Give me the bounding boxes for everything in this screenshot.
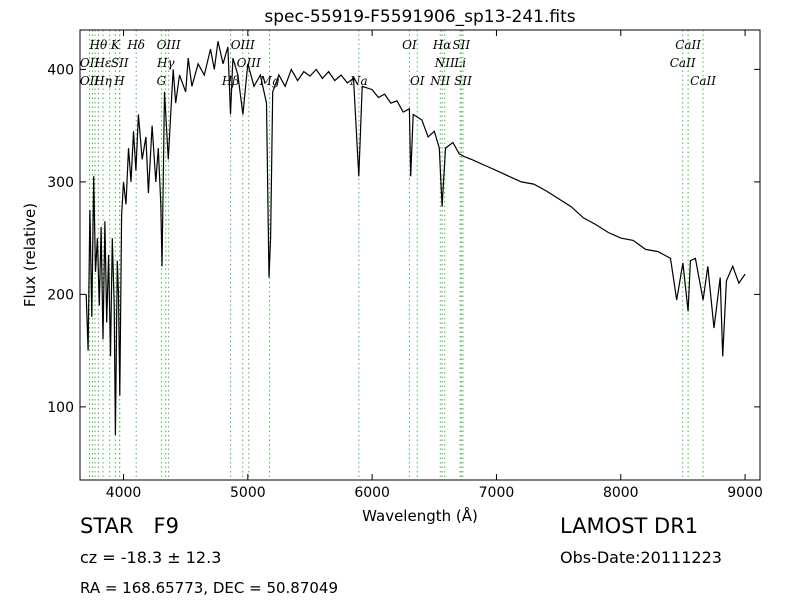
line-label: K [110,38,121,52]
line-label: OII [80,74,100,88]
x-axis-ticks: 4000 5000 6000 7000 8000 9000 [106,30,763,501]
x-tick-label: 9000 [727,485,763,501]
emission-line-markers [89,30,704,480]
survey-name: LAMOST DR1 [560,514,699,538]
spectral-subclass: F9 [153,514,179,538]
line-label: SII [111,56,129,70]
line-label: OI [410,74,425,88]
x-axis-label: Wavelength (Å) [362,506,478,525]
line-label: OIII [237,56,261,70]
line-label: Na [349,74,368,88]
line-label: Mg [259,74,280,88]
line-label: CaII [690,74,716,88]
x-tick-label: 4000 [106,485,142,501]
line-label: CaII [675,38,701,52]
y-axis-ticks: 100 200 300 400 [47,62,760,416]
line-label: G [157,74,167,88]
object-class: STAR F9 [80,514,179,538]
line-label: OIII [231,38,255,52]
line-label: NII [434,56,455,70]
line-label: Hε [94,56,112,70]
line-label: NII [429,74,450,88]
redshift-cz: cz = -18.3 ± 12.3 [80,548,222,567]
line-label: Hθ [89,38,108,52]
y-tick-label: 200 [47,287,74,303]
observation-date: Obs-Date:20111223 [560,548,722,567]
line-label: Hβ [221,74,239,88]
coordinates: RA = 168.65773, DEC = 50.87049 [80,579,339,597]
line-label: OIII [157,38,181,52]
chart-title: spec-55919-F5591906_sp13-241.fits [264,7,575,27]
line-label: Li [453,56,466,70]
object-type: STAR [80,514,134,538]
line-label: Hη [93,74,112,88]
line-label: CaII [670,56,696,70]
line-label: SII [454,74,472,88]
plot-frame [79,29,761,481]
y-axis-label: Flux (relative) [21,203,39,307]
line-label: OI [402,38,417,52]
line-label: Hγ [156,56,175,70]
spectrum-line [85,41,746,436]
line-label: Hα [432,38,452,52]
line-label: SII [452,38,470,52]
y-tick-label: 400 [47,62,74,78]
y-tick-label: 100 [47,400,74,416]
line-label: OII [80,56,100,70]
x-tick-label: 8000 [603,485,639,501]
x-tick-label: 6000 [354,485,390,501]
x-tick-label: 5000 [230,485,266,501]
y-tick-label: 300 [47,175,74,191]
line-label: H [113,74,125,88]
x-tick-label: 7000 [479,485,515,501]
line-label: Hδ [126,38,145,52]
